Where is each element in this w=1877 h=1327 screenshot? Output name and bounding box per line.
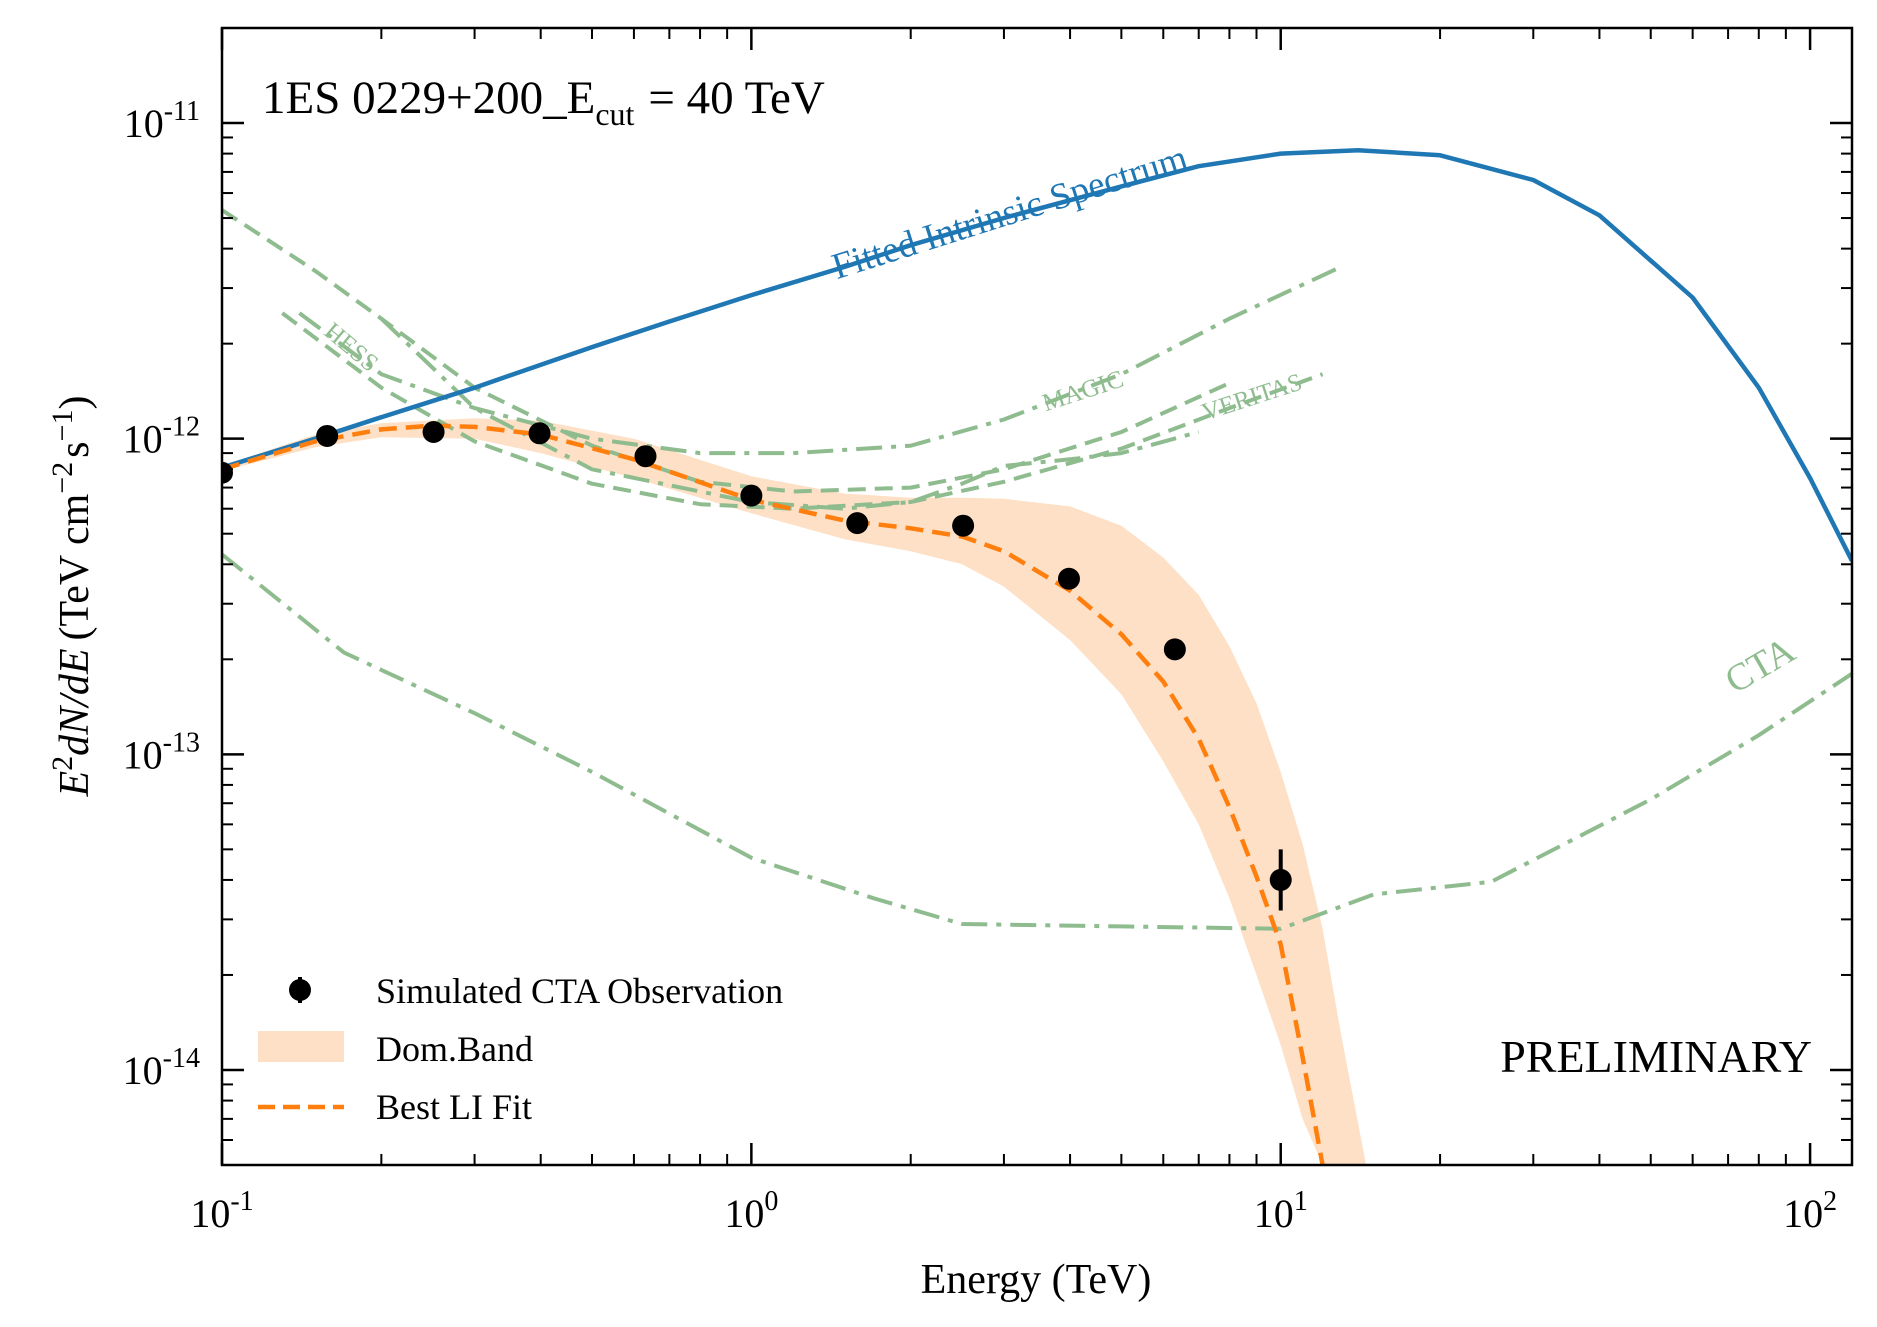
data-point (740, 484, 763, 507)
data-point (1269, 868, 1292, 891)
data-point (846, 512, 869, 535)
data-point (528, 422, 551, 445)
data-point (634, 445, 657, 468)
legend-band-swatch (258, 1031, 344, 1062)
preliminary-watermark: PRELIMINARY (1500, 1031, 1812, 1082)
y-tick-label: 10-13 (123, 727, 200, 777)
legend-label-points: Simulated CTA Observation (376, 971, 783, 1011)
legend-points-marker (289, 979, 311, 1001)
data-point (222, 461, 233, 484)
x-tick-label: 102 (1783, 1186, 1837, 1236)
data-point (1057, 567, 1080, 590)
y-axis-title: E2dN/dE(TeV cm−2s−1) (46, 396, 98, 798)
x-tick-label: 100 (724, 1186, 778, 1236)
data-point (952, 514, 975, 537)
x-tick-label: 10-1 (190, 1186, 253, 1236)
x-tick-label: 101 (1254, 1186, 1308, 1236)
legend-label-fit: Best LI Fit (376, 1087, 532, 1127)
legend-label-band: Dom.Band (376, 1029, 533, 1069)
series-line-cta (222, 552, 1852, 931)
data-point (422, 420, 445, 443)
legend: Simulated CTA Observation Dom.Band Best … (258, 971, 783, 1127)
series-line-hess-2 (380, 317, 1200, 511)
tick-labels: 10-1 100 101 102 10-14 10-13 10-12 10-11 (123, 96, 1837, 1236)
series-line-veritas (281, 311, 1324, 511)
series-line-fitted-intrinsic-spectrum (222, 147, 1852, 562)
y-tick-label: 10-11 (124, 96, 200, 146)
y-tick-label: 10-14 (123, 1043, 200, 1093)
y-tick-label: 10-12 (123, 412, 200, 462)
chart-title: 1ES 0229+200_Ecut = 40 TeV (262, 72, 825, 132)
data-point (316, 424, 339, 447)
axis-ticks (220, 27, 1852, 1166)
plot-frame (220, 26, 1854, 1167)
x-axis-title: Energy (TeV) (921, 1257, 1152, 1303)
dom-band-area (222, 418, 1367, 1165)
data-point (1163, 638, 1186, 661)
